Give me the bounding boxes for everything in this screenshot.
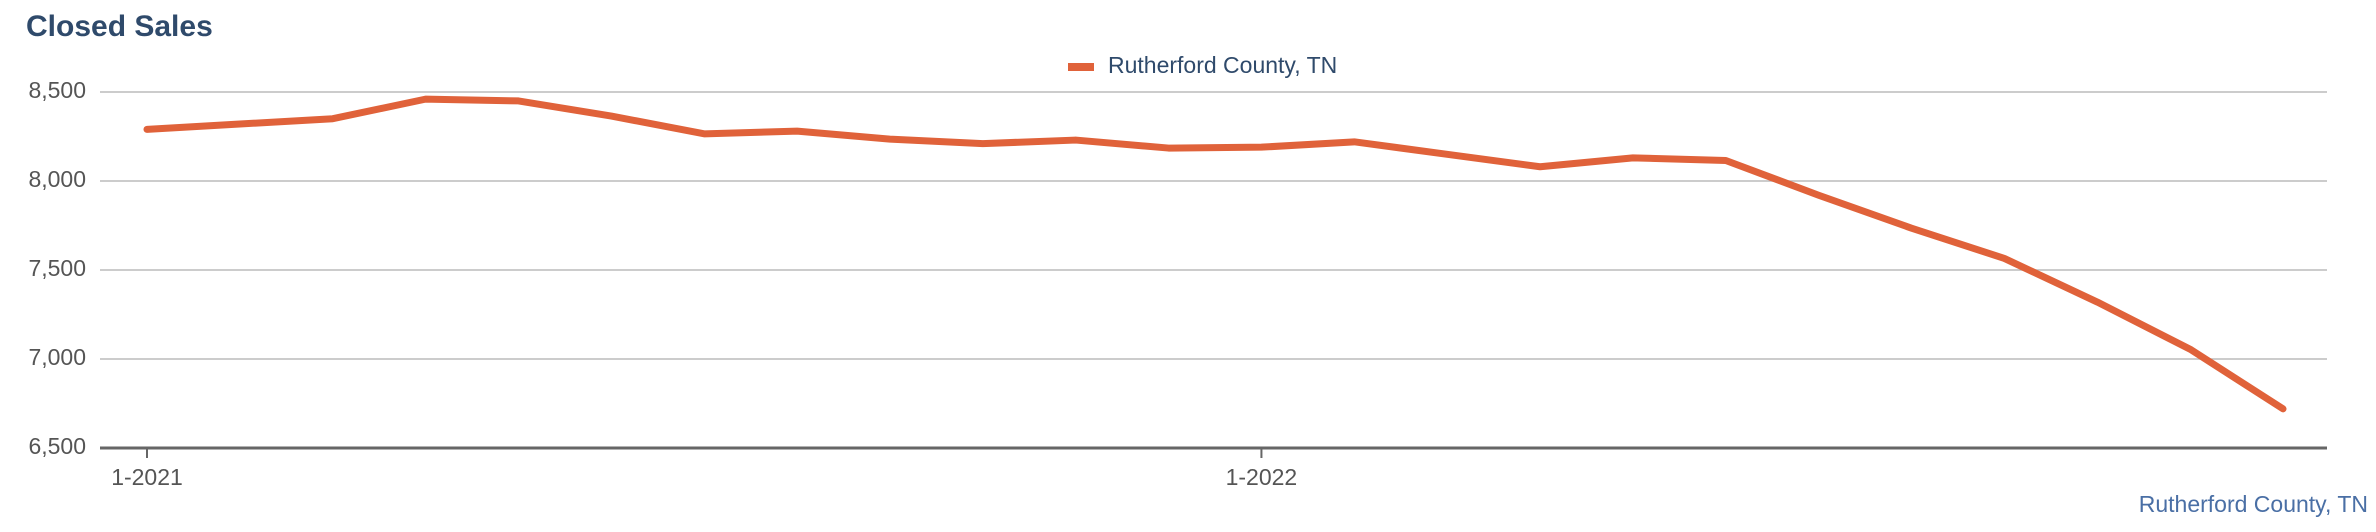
chart-title: Closed Sales <box>26 10 213 43</box>
line <box>143 95 2287 413</box>
y-tick-label: 6,500 <box>28 433 86 459</box>
x-tick-label: 1-2022 <box>1226 464 1298 490</box>
x-tick-label: 1-2021 <box>111 464 183 490</box>
y-tick-label: 8,500 <box>28 77 86 103</box>
y-tick-label: 7,500 <box>28 255 86 281</box>
y-tick-label: 8,000 <box>28 166 86 192</box>
y-tick-label: 7,000 <box>28 344 86 370</box>
footer-label: Rutherford County, TN <box>2139 491 2368 517</box>
legend-label: Rutherford County, TN <box>1108 52 1337 78</box>
